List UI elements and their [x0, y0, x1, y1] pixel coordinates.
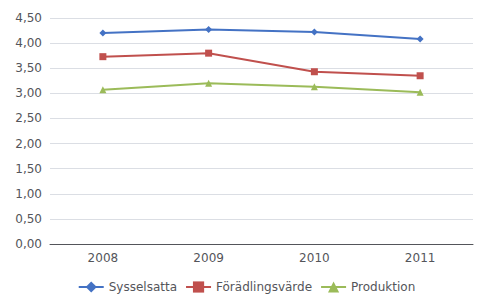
svg-text:0,50: 0,50: [15, 212, 42, 226]
svg-text:2,50: 2,50: [15, 111, 42, 125]
svg-text:2,00: 2,00: [15, 137, 42, 151]
svg-text:1,00: 1,00: [15, 187, 42, 201]
svg-text:1,50: 1,50: [15, 162, 42, 176]
svg-text:Sysselsatta: Sysselsatta: [109, 280, 177, 294]
svg-text:2009: 2009: [193, 251, 224, 265]
svg-text:2008: 2008: [88, 251, 119, 265]
svg-text:Produktion: Produktion: [351, 280, 415, 294]
svg-text:Förädlingsvärde: Förädlingsvärde: [216, 280, 312, 294]
svg-text:3,50: 3,50: [15, 61, 42, 75]
svg-text:4,00: 4,00: [15, 36, 42, 50]
svg-text:4,50: 4,50: [15, 11, 42, 25]
svg-text:3,00: 3,00: [15, 86, 42, 100]
svg-text:0,00: 0,00: [15, 237, 42, 251]
svg-text:2011: 2011: [405, 251, 436, 265]
svg-text:2010: 2010: [299, 251, 330, 265]
